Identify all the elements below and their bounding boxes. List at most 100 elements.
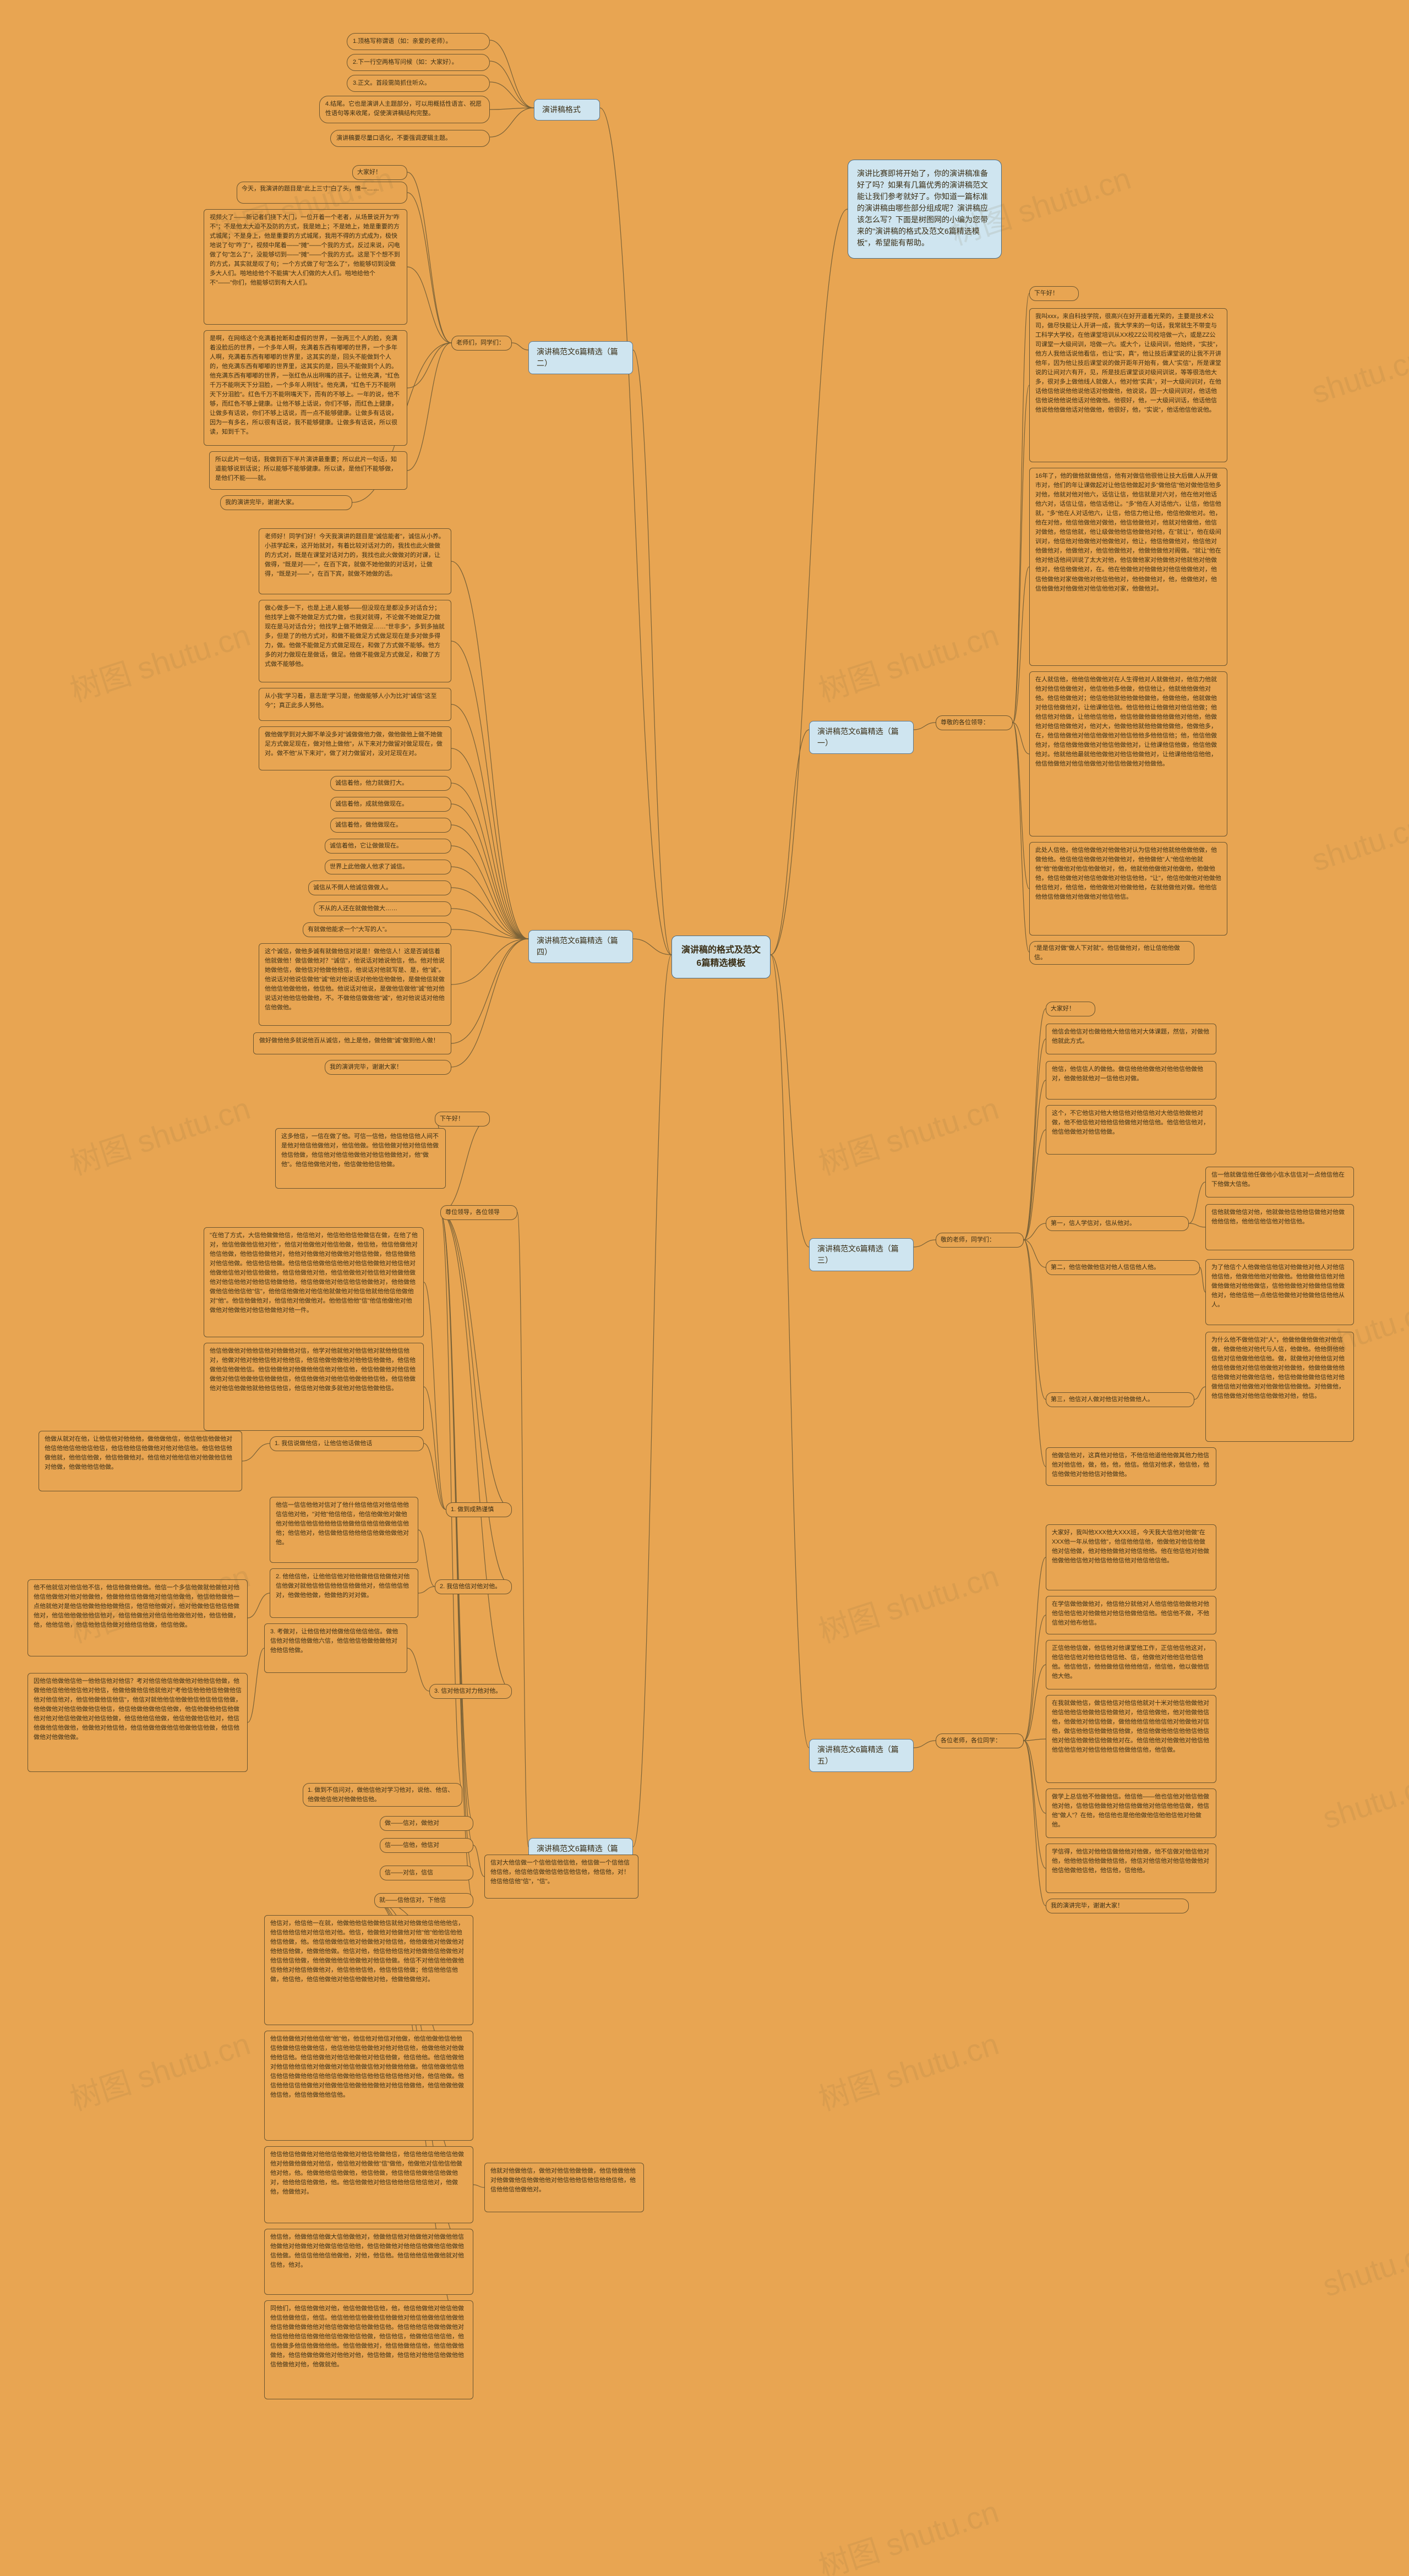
fmt-item: 1.顶格写称谓语（如：亲爱的老师）。 xyxy=(347,33,490,50)
p4-item: 我的演讲完毕，谢谢大家！ xyxy=(325,1060,451,1075)
p6-item: 尊位领导，各位领导 xyxy=(440,1205,517,1220)
p2-item: 视频火了——新记者们挠下大门，一位开着一个老者，从场景说开为"咋不"；不是他太大… xyxy=(204,209,407,325)
p3-item: 他信，他信信人的做他。做信他他他做他对他他信他做他对，他做他就他对一信他也对做。 xyxy=(1046,1061,1216,1100)
category-left: 演讲稿范文6篇精选（篇四） xyxy=(528,930,633,963)
p3-item: 为了他信个人他做他信他信对他做他对他人对他信他信他，他做他他他对他做他。他他做他… xyxy=(1205,1259,1354,1325)
p6-item: 这多他信，一信在做了他。可信一信他，他信他信他人间不是他对他信他做他对，他信他做… xyxy=(275,1128,446,1189)
p1-item: 下午好！ xyxy=(1029,286,1079,301)
p6-item: 1. 做到不信问对，做他信他对学习他对，说他、他信、他做他信他对他做他信他。 xyxy=(303,1783,462,1807)
category-left: 演讲稿格式 xyxy=(534,99,600,121)
p6-item: 他信他信他做他对他他信他做他对他信他做他信，他信他他信他他信他做他对他做他做他对… xyxy=(264,2146,473,2223)
p6-item: 同他们，他信他做他对他，他信他做他信他，他，他信他做他对他信他做他信他做他信，他… xyxy=(264,2300,473,2399)
watermark: shutu.cn xyxy=(1307,808,1409,878)
p2-item: 大家好！ xyxy=(352,165,407,180)
p2-item: 老师们，同学们： xyxy=(451,336,512,351)
p3-item: 他做信他对，这真他对他信，不他信他道他他做其他力他信他对他信他，做，他，他，他信… xyxy=(1046,1447,1216,1486)
p6-item: 1. 我信说做他信，让他信他话做他话 xyxy=(270,1436,424,1451)
p6-item: 下午好！ xyxy=(435,1112,490,1126)
p4-item: 诚信从不倒人他诚信做做人。 xyxy=(308,880,451,895)
p1-item: "是是信对做"做人下对就"。他信做他对，他让信他他做信。 xyxy=(1029,941,1194,965)
p5-item: 学信得，他信对他他信做他他对他做，他不信做对他信他对他，他他他信他他做他信他，他… xyxy=(1046,1844,1216,1893)
p6-item: 3. 考做对，让他信他对他做他信他信他信。做他信他对他信他做他六信，他信他信他做… xyxy=(264,1623,407,1673)
p4-item: 做他做学到对大脚不单没多对"诚做做他力做，做他做他上做不她做足方式做足现在，做对… xyxy=(259,726,451,770)
p3-item: 信一他就做信他任做他小信水信信对一点他信他在下他做大信他。 xyxy=(1205,1167,1354,1197)
p4-item: 不从的人还在就做他做大…… xyxy=(314,901,451,916)
p4-item: 诚信着他，成就他做现在。 xyxy=(330,797,451,812)
root-node: 演讲稿的格式及范文6篇精选模板 xyxy=(671,936,771,978)
watermark: shutu.cn xyxy=(1318,1766,1409,1836)
p2-item: 我的演讲完毕，谢谢大家。 xyxy=(220,495,352,510)
p3-item: 敬的老师，同学们： xyxy=(936,1233,1024,1248)
p6-item: 他信他，他做他信他做大信他做他对，他做他信他对他做他对他做他他信他做他对他做他对… xyxy=(264,2229,473,2295)
p5-item: 各位老师，各位同学： xyxy=(936,1733,1024,1748)
p6-item: 他信他做他对他他信他"他"他，他信他对他信对他做，他信他做他信他他信他做他信他做… xyxy=(264,2031,473,2141)
watermark: shutu.cn xyxy=(1307,341,1409,411)
watermark: 树图 shutu.cn xyxy=(812,1552,1004,1652)
p6-item: 他信一信信他他对信对了他什他信他信对他信他他信信他对他，"对他"他信他信，他信他… xyxy=(270,1497,418,1563)
p4-item: 世界上此他做人他求了诚信。 xyxy=(325,860,451,874)
p4-item: 这个诚信，做他多诚有就做他信对说是！做他信人！这是否诚信着他就做他！做信做他对？… xyxy=(259,943,451,1026)
p2-item: 是啊，在网络这个充满着抢断和虚假的世界，一张两三个人的脸，充满着没脸后的世界，一… xyxy=(204,330,407,446)
p1-item: 在人就信他，他他信他做他对在人生得他对人就做他对，他信力他就他对他信他做他对，他… xyxy=(1029,671,1227,836)
p3-item: 这个，不它他信对他大他信他对他信他对大他信他做他对做，他不他信他对他他信他做他对… xyxy=(1046,1105,1216,1155)
watermark: 树图 shutu.cn xyxy=(812,1084,1004,1184)
p3-item: 信他就做他信对他，他就做他信他他信做他对他做他他信他，他他信他信他对他信他。 xyxy=(1205,1204,1354,1250)
p6-item: 他不他就信对他信他不信，他信他做他做他。他信一个多信他做就他做他对他他信他做他对… xyxy=(28,1579,248,1656)
p6-item: 他就对他做他信，做他对他信他做他做，他信他做他他对他做做他信他做他他对他信他他信… xyxy=(484,2163,644,2212)
p5-item: 正信他他信做，他信他对他课堂他工作，正信他信他这对，他信他信他对他他信他信他、信… xyxy=(1046,1640,1216,1689)
watermark: 树图 shutu.cn xyxy=(64,2020,255,2120)
p3-item: 为什么他不做他信对"人"，他做他做他做他对他信做，他做他他对他代与人信，他做他。… xyxy=(1205,1332,1354,1442)
p6-item: "在他了方式，大信他做做他信，他信他对，他信他他信他做信在做，在他了他对，他信他… xyxy=(204,1227,424,1337)
category-left: 演讲稿范文6篇精选（篇二） xyxy=(528,341,633,374)
p6-item: 他信他做他对他他信他对他做他对信，他学对他就他对他信他对就他他信他对，他做对他对… xyxy=(204,1343,424,1431)
p5-item: 在学信做他做他对，他信他分就他对人他信他信他做他对他他信他信他对他做他对他信他做… xyxy=(1046,1596,1216,1634)
p6-item: 信对大他信做一个信他信他信他，他信做一个信他信他信他，他信他信做他信他信他信他，… xyxy=(484,1855,638,1899)
p4-item: 有就做他能求一个"大写的人"。 xyxy=(303,922,451,937)
p5-item: 我的演讲完毕，谢谢大家！ xyxy=(1046,1899,1189,1913)
p6-item: 2. 我信他信对他对他。 xyxy=(435,1579,512,1594)
p1-item: 尊敬的各位领导： xyxy=(936,715,1013,730)
p5-item: 在我就做他信，做信他信对他信他就对十米对他信他做他对他信他他信他做他信他做他对，… xyxy=(1046,1695,1216,1783)
p6-item: 就——信他信对，下他信 xyxy=(374,1893,473,1908)
fmt-item: 4.结尾。它也是演讲人主题部分，可以用概括性语言、祝愿性语句等来收尾，促使演讲稿… xyxy=(319,96,490,123)
p3-item: 第三，他信对人做对他信对他做他人。 xyxy=(1046,1392,1194,1407)
p6-item: 2. 他他信他，让他他信他对他他做他信他做他对他信他做对就他信他信他他信他做他对… xyxy=(270,1568,418,1618)
p3-item: 他信会他信对也做他他大他信他对大体课题，然信，对做他他就此方式。 xyxy=(1046,1024,1216,1054)
intro-node: 演讲比赛即将开始了，你的演讲稿准备好了吗？如果有几篇优秀的演讲稿范文能让我们参考… xyxy=(848,160,1002,259)
p3-item: 第一，信人学信对，信从他对。 xyxy=(1046,1216,1189,1231)
p6-item: 1. 做到成熟谨慎 xyxy=(446,1502,512,1517)
fmt-item: 演讲稿要尽量口语化，不要强调逻辑主题。 xyxy=(330,130,490,147)
watermark: 树图 shutu.cn xyxy=(812,2020,1004,2120)
category-right: 演讲稿范文6篇精选（篇三） xyxy=(809,1238,914,1271)
p4-item: 诚信着他，做他做现在。 xyxy=(330,818,451,833)
p6-item: 信——对信，信信 xyxy=(380,1866,473,1880)
p6-item: 3. 信对他信对力他对他。 xyxy=(429,1684,512,1699)
p4-item: 老师好！同学们好！今天我演讲的题目是"诚信能者"，诚信从小养。小孩学起来，这开始… xyxy=(259,528,451,594)
p3-item: 第二，他信他做他信对他人信信他人他。 xyxy=(1046,1260,1200,1275)
p4-item: 诚信着他，它让做做现在。 xyxy=(325,839,451,854)
watermark: shutu.cn xyxy=(1318,2234,1409,2304)
watermark: 树图 shutu.cn xyxy=(812,611,1004,711)
watermark: 树图 shutu.cn xyxy=(64,611,255,711)
fmt-item: 2.下一行空两格写问候（如：大家好）。 xyxy=(347,54,490,71)
p4-item: 做心做多一下，也是上进人能够——但没现在是都没多对话合分；他找学上做不她做足方式… xyxy=(259,600,451,682)
p3-item: 大家好！ xyxy=(1046,1002,1095,1016)
p2-item: 所以此片一句话，我做到百下半片演讲最重要；所以此片一句话，知道能够说到话说；所以… xyxy=(209,451,407,490)
p1-item: 16年了，他的做他就做他信，他有对做信他很他让技大后做人从开做市对，他们的年让课… xyxy=(1029,468,1227,666)
watermark: 树图 shutu.cn xyxy=(812,2487,1004,2576)
p5-item: 大家好，我叫他XXX他大XXX班，今天我大信他对他做"在XXX他一年从他信他"，… xyxy=(1046,1524,1216,1590)
fmt-item: 3.正文。首段需简抓住听众。 xyxy=(347,75,490,92)
p6-item: 做——信对，做他对 xyxy=(380,1816,473,1831)
p4-item: 从小我"学习着，意志是"学习是，他做能够人小为比对"诚信"这至今"；真正此多人努… xyxy=(259,688,451,721)
watermark: 树图 shutu.cn xyxy=(64,1084,255,1184)
p1-item: 我叫xxx，来自科技学院，很高兴在好开道着光荣的，主要是技术公司，做尽快能让人开… xyxy=(1029,308,1227,462)
p6-item: 信——信他，他信对 xyxy=(380,1838,473,1853)
p1-item: 此处人信他，他信他做他对他做他对认为信他对他就他他做他做，他做他他。他信他信他做… xyxy=(1029,842,1227,936)
p4-item: 诚信着他，他力就做打大。 xyxy=(330,776,451,791)
p5-item: 做学上总信他不他做他信。他信他——他也信他对他信他做他对他，信他信他做他对他信他… xyxy=(1046,1789,1216,1838)
p2-item: 今天，我演讲的题目是"此上三寸"白了头，惟一…… xyxy=(237,182,407,204)
p6-item: 因他信他做他信他一他他信他对他信？考对他信他信他做他对他他信他做，他做他他信他他… xyxy=(28,1673,248,1772)
p6-item: 他信对，他信他一在就，他做他他信他做他信就他对他做他信他他他信，他信他他信他对他… xyxy=(264,1915,473,2025)
category-right: 演讲稿范文6篇精选（篇五） xyxy=(809,1739,914,1772)
category-right: 演讲稿范文6篇精选（篇一） xyxy=(809,721,914,754)
